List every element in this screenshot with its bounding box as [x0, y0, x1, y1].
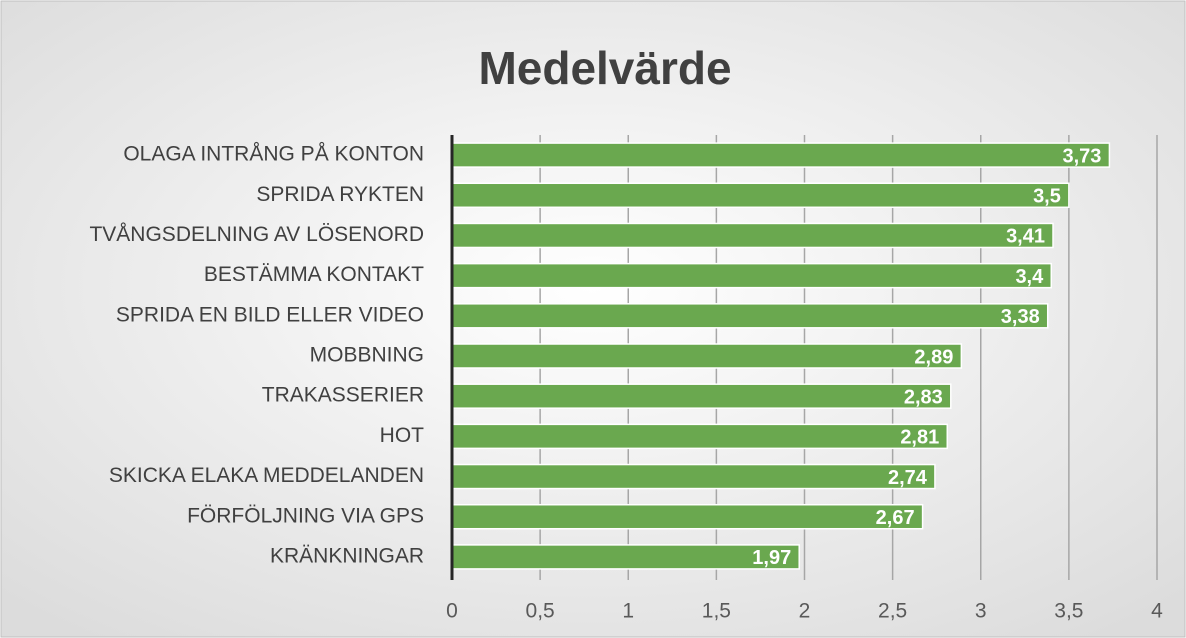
- x-tick-label: 3: [975, 600, 987, 623]
- value-label: 3,73: [1062, 145, 1101, 167]
- value-label: 3,38: [1001, 306, 1040, 328]
- value-label: 2,83: [904, 386, 943, 408]
- bar: [451, 503, 924, 530]
- bar: [451, 383, 952, 409]
- bar: [451, 423, 949, 450]
- y-tick-label: FÖRFÖLJNING VIA GPS: [187, 504, 424, 527]
- x-tick-label: 3,5: [1054, 600, 1083, 623]
- y-tick-label: KRÄNKNINGAR: [270, 544, 424, 567]
- y-tick-label: BESTÄMMA KONTAKT: [204, 263, 424, 286]
- y-tick-label: MOBBNING: [310, 344, 424, 367]
- value-label: 1,97: [752, 547, 791, 569]
- bar: [451, 222, 1054, 249]
- bar: [451, 544, 800, 570]
- x-tick-label: 1: [622, 600, 634, 623]
- bar: [451, 463, 936, 490]
- x-tick-label: 1,5: [702, 600, 731, 623]
- value-label: 3,5: [1033, 186, 1061, 208]
- value-label: 2,81: [900, 427, 939, 449]
- bar: [451, 303, 1049, 329]
- y-tick-label: TRAKASSERIER: [262, 384, 424, 407]
- x-tick-label: 2,5: [878, 600, 907, 623]
- bar: [451, 262, 1052, 289]
- value-label: 3,41: [1006, 226, 1045, 248]
- y-tick-label: SPRIDA EN BILD ELLER VIDEO: [116, 303, 424, 326]
- y-tick-label: SKICKA ELAKA MEDDELANDEN: [109, 464, 424, 487]
- x-tick-label: 0,5: [526, 600, 555, 623]
- y-tick-label: OLAGA INTRÅNG PÅ KONTON: [123, 143, 424, 166]
- x-tick-label: 2: [799, 600, 811, 623]
- bar: [451, 142, 1111, 168]
- bar: [451, 182, 1070, 209]
- value-label: 3,4: [1015, 266, 1044, 288]
- x-tick-label: 4: [1151, 600, 1163, 623]
- y-tick-label: HOT: [380, 424, 425, 447]
- value-label: 2,67: [876, 507, 915, 529]
- value-label: 2,89: [914, 346, 953, 368]
- bar: [451, 343, 963, 369]
- chart-title: Medelvärde: [478, 42, 731, 94]
- y-tick-label: SPRIDA RYKTEN: [256, 183, 424, 206]
- y-tick-label: TVÅNGSDELNING AV LÖSENORD: [89, 223, 424, 246]
- value-label: 2,74: [888, 467, 928, 489]
- x-tick-label: 0: [446, 600, 458, 623]
